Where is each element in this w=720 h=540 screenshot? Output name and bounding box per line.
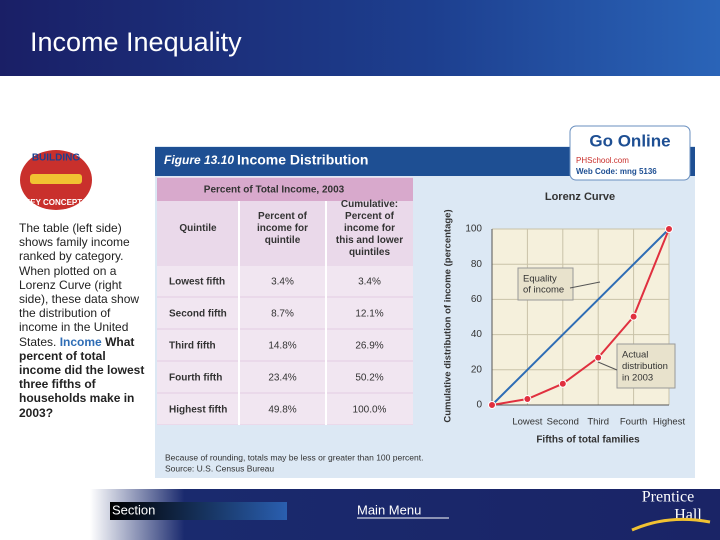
- series-line: [491, 228, 670, 406]
- annotation-leader: [597, 361, 618, 371]
- point: [665, 225, 673, 233]
- point: [558, 379, 567, 388]
- table-cell: Third fifth: [169, 341, 216, 352]
- section-label[interactable]: Section: [112, 502, 155, 517]
- y-tick-label: 20: [471, 364, 483, 375]
- chart-title: Lorenz Curve: [545, 191, 615, 203]
- point: [629, 312, 638, 321]
- slide-title: Income Inequality: [30, 27, 242, 57]
- annotation-leader: [569, 281, 601, 289]
- sidebar-body: The table (left side) shows family incom…: [19, 221, 140, 349]
- table-cell: 8.7%: [271, 309, 294, 320]
- table-cell: 14.8%: [268, 341, 296, 352]
- y-axis-label: Cumulative distribution of income (perce…: [443, 209, 454, 422]
- row-bg: [157, 394, 413, 424]
- header-bar: [0, 0, 720, 76]
- table-cell: 100.0%: [353, 405, 387, 416]
- table-cell: 23.4%: [268, 373, 296, 384]
- table-cell: Second fifth: [169, 309, 227, 320]
- badge-code: Web Code: mng 5136: [576, 167, 657, 176]
- point: [488, 401, 496, 409]
- logo-text: BUILDING: [32, 153, 81, 164]
- table-cell: 49.8%: [268, 405, 296, 416]
- brand: Prentice: [642, 489, 694, 506]
- table-cell: 3.4%: [271, 277, 294, 288]
- x-tick-label: Fourth: [620, 417, 647, 428]
- y-tick-label: 80: [471, 259, 483, 270]
- y-tick-label: 60: [471, 294, 483, 305]
- row-bg: [157, 330, 413, 360]
- sidebar-question: What percent of total income did the low…: [19, 334, 145, 420]
- logo-text: KEY CONCEPTS: [25, 198, 89, 207]
- sidebar-label: Income: [59, 334, 102, 349]
- annotation-box: [616, 343, 676, 389]
- table-cell: 50.2%: [355, 373, 383, 384]
- section-button[interactable]: [110, 502, 287, 520]
- point: [523, 395, 532, 404]
- logo: BUILDING KEY CONCEPTS: [20, 150, 92, 210]
- x-tick-label: Third: [587, 417, 609, 428]
- sidebar: The table (left side) shows family incom…: [19, 221, 145, 420]
- x-tick-label: Lowest: [512, 417, 542, 428]
- badge-name: Go Online: [589, 131, 670, 150]
- column-header: Quintile: [179, 223, 217, 234]
- table-cell: Fourth fifth: [169, 373, 222, 384]
- point: [594, 353, 603, 362]
- row-bg: [157, 266, 413, 296]
- legend-label: Actual distribution in 2003: [622, 349, 668, 383]
- x-axis-label: Fifths of total families: [536, 435, 640, 446]
- y-tick-label: 100: [465, 224, 482, 235]
- figure-title: Income Distribution: [237, 152, 368, 168]
- table-caption: Percent of Total Income, 2003: [204, 185, 345, 196]
- legend-label: Equality of income: [523, 273, 564, 295]
- annotation-box: [517, 267, 574, 301]
- figure-number: Figure 13.10: [164, 153, 234, 167]
- y-tick-label: 40: [471, 329, 483, 340]
- column-header: Cumulative: Percent of income for this and …: [336, 199, 403, 258]
- table-cell: Lowest fifth: [169, 277, 225, 288]
- x-tick-label: Highest: [653, 417, 686, 428]
- y-tick-label: 0: [476, 400, 482, 411]
- table-cell: Highest fifth: [169, 405, 227, 416]
- column-header: Percent of income for quintile: [257, 211, 308, 246]
- badge-site: PHSchool.com: [576, 156, 629, 165]
- note: Because of rounding, totals may be less …: [165, 452, 423, 462]
- table-cell: 26.9%: [355, 341, 383, 352]
- table-caption-bg: [157, 178, 413, 201]
- x-tick-label: Second: [547, 417, 579, 428]
- badge: Go Online PHSchool.com Web Code: mng 513…: [569, 125, 691, 181]
- series-line: [491, 228, 670, 406]
- row-bg: [157, 298, 413, 328]
- brand-swoosh: [631, 517, 711, 532]
- table-cell: 12.1%: [355, 309, 383, 320]
- table-cell: 3.4%: [358, 277, 381, 288]
- menu-link[interactable]: Main Menu: [357, 502, 421, 517]
- note: Source: U.S. Census Bureau: [165, 463, 274, 473]
- row-bg: [157, 362, 413, 392]
